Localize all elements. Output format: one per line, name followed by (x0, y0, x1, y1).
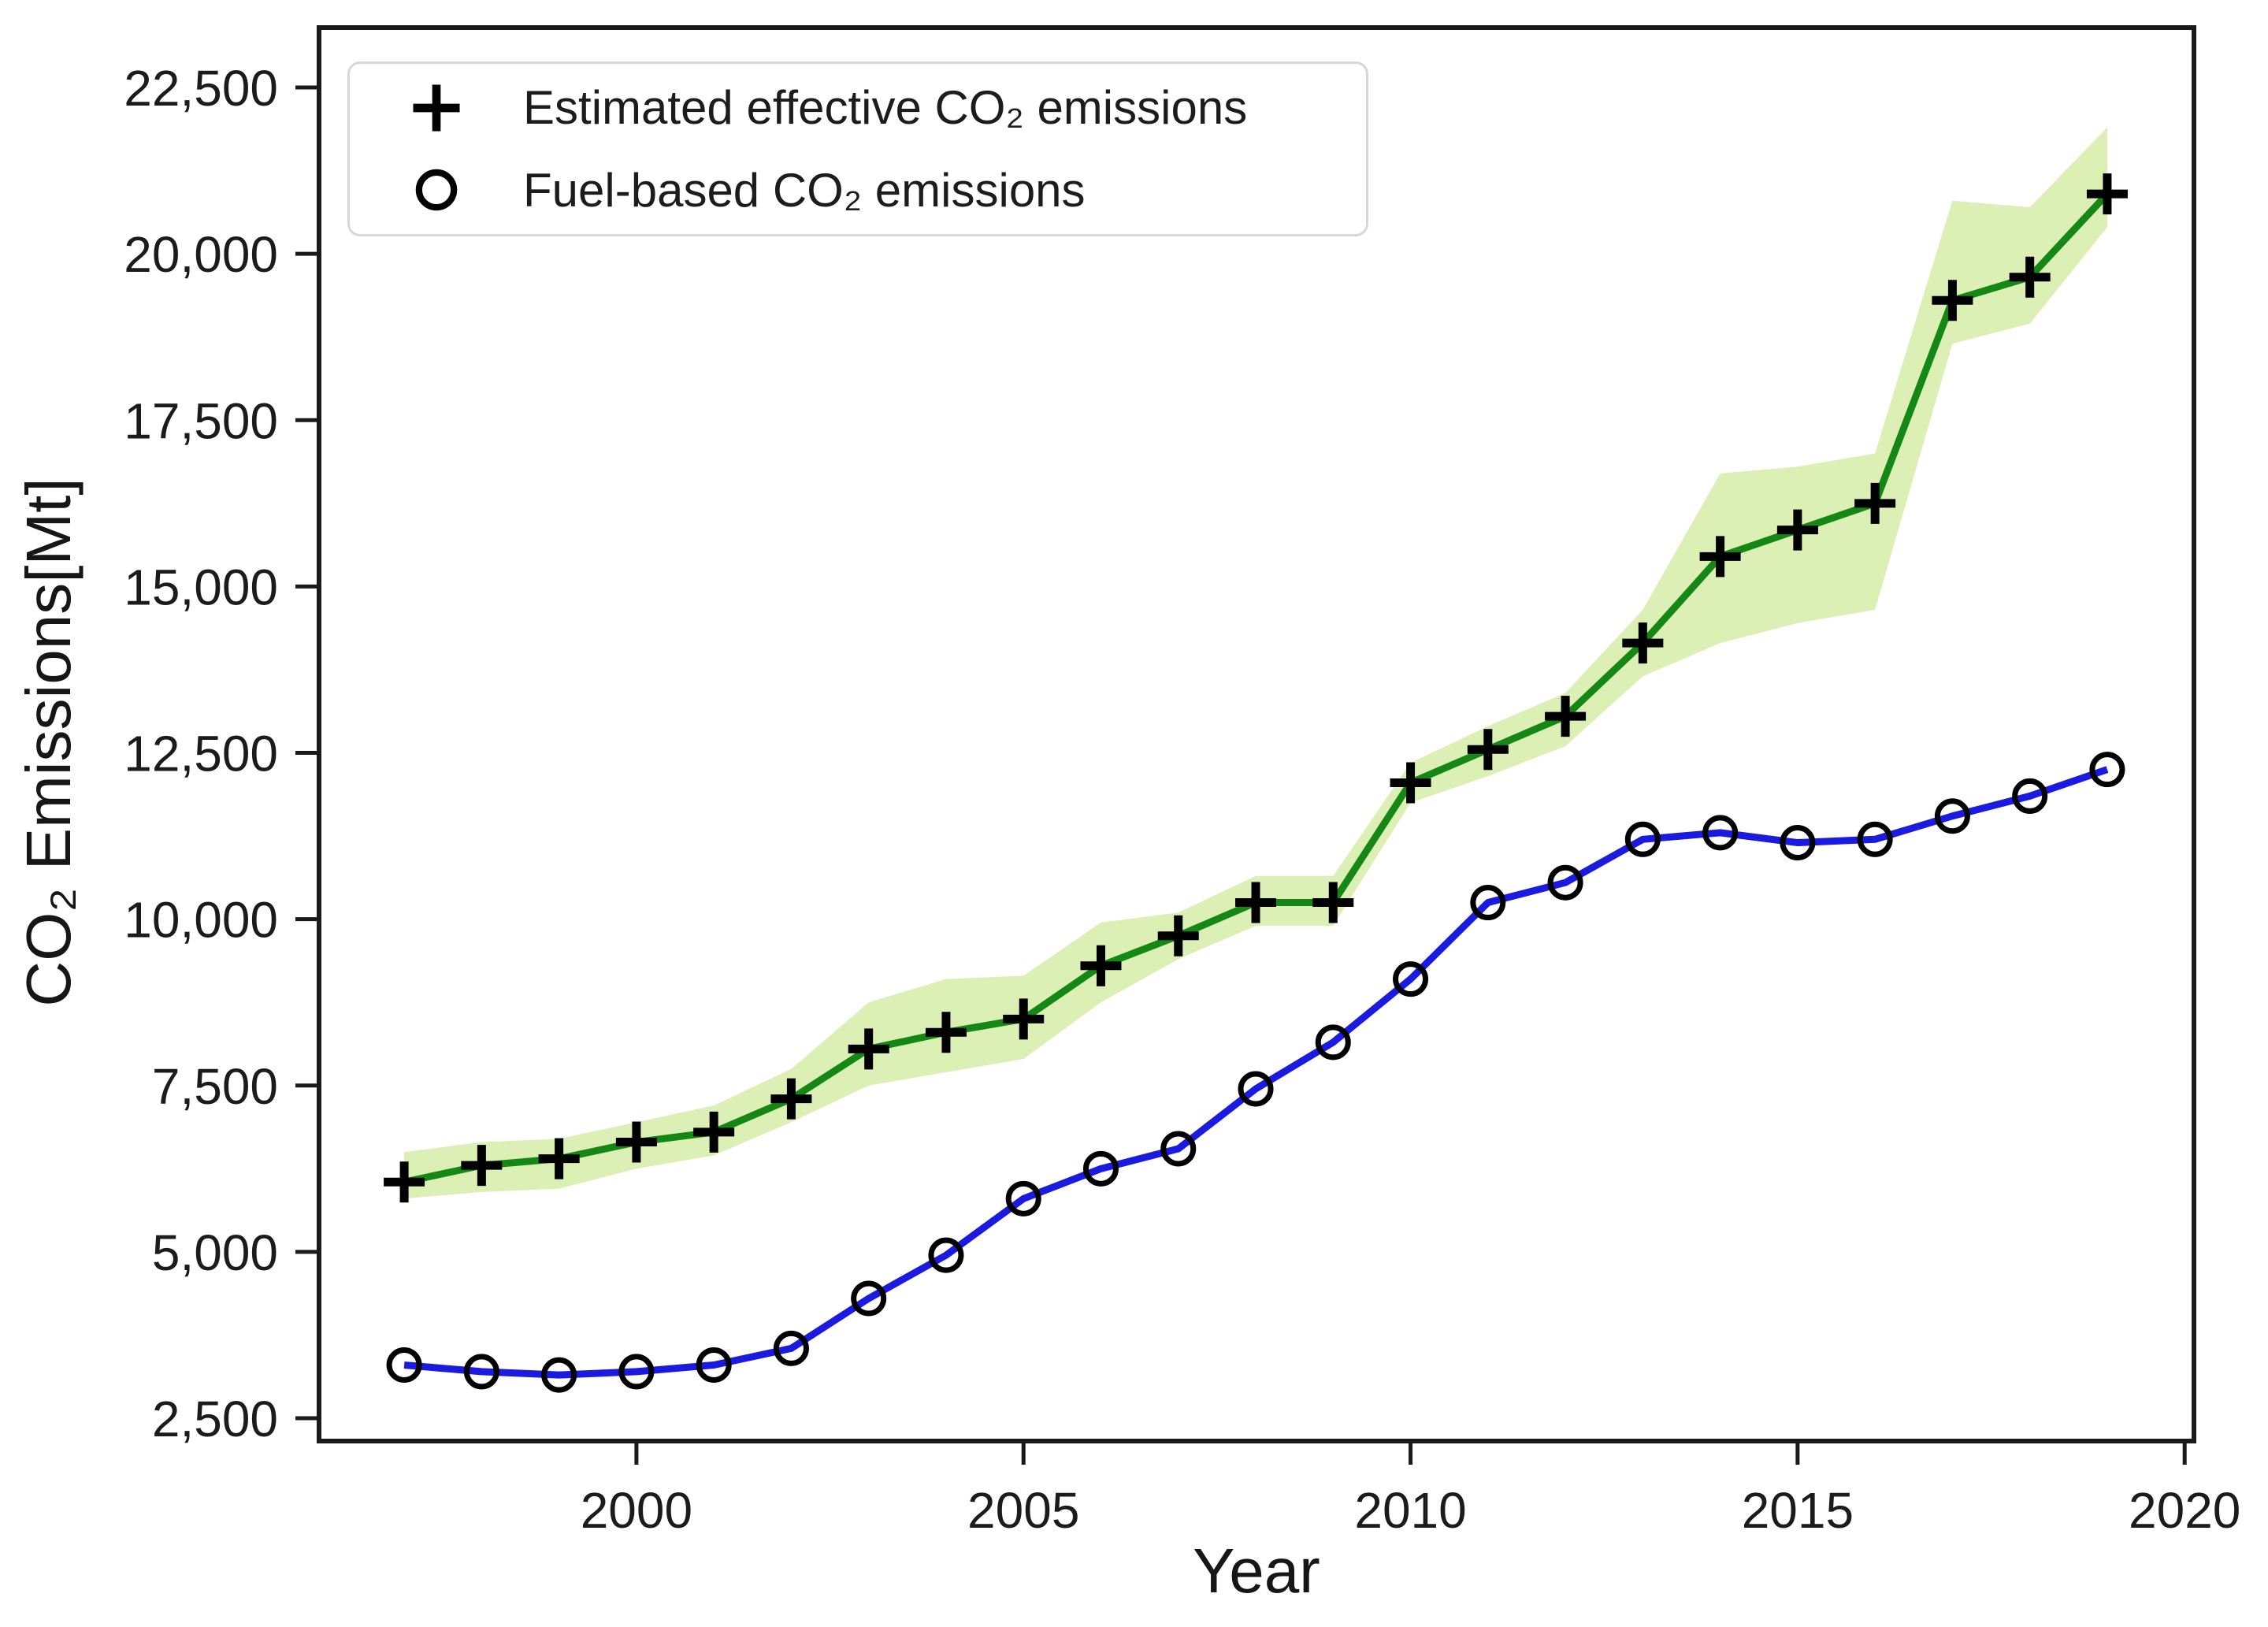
x-tick-label: 2005 (967, 1482, 1079, 1539)
y-axis-title: CO₂ Emissions[Mt] (13, 477, 84, 1007)
circle-marker (1393, 961, 1429, 997)
circle-marker (1624, 821, 1661, 857)
confidence-band (404, 127, 2107, 1199)
circle-marker-icon (350, 158, 523, 222)
circle-marker (1934, 798, 1970, 834)
circle-marker (1005, 1180, 1041, 1217)
x-axis-title: Year (1193, 1536, 1320, 1606)
circle-marker (1082, 1150, 1119, 1187)
y-tick-label: 20,000 (124, 226, 278, 283)
circle-marker (1857, 821, 1893, 857)
circle-marker (1470, 885, 1506, 921)
circle-marker (851, 1280, 887, 1317)
circle-marker (463, 1354, 499, 1390)
x-tick-label: 2015 (1742, 1482, 1854, 1539)
y-tick-label: 17,500 (124, 392, 278, 449)
effective-emissions-line (403, 191, 2110, 1186)
circle-marker (1547, 864, 1583, 901)
circle-marker (618, 1354, 655, 1390)
plus-marker-icon (350, 76, 523, 140)
x-tick-label: 2010 (1354, 1482, 1466, 1539)
circle-marker (2012, 778, 2048, 814)
circle-marker (1238, 1071, 1274, 1107)
legend-item-fuel: Fuel-based CO₂ emissions (350, 151, 1366, 228)
circle-marker (773, 1330, 809, 1366)
y-tick-label: 5,000 (152, 1224, 278, 1281)
plot-border (317, 25, 2196, 1443)
x-tick-label: 2000 (581, 1482, 692, 1539)
y-tick-label: 2,500 (152, 1391, 278, 1447)
circle-marker (696, 1347, 732, 1383)
circle-marker (1160, 1131, 1197, 1167)
circle-marker (541, 1357, 577, 1393)
circle-marker (386, 1347, 422, 1383)
legend-item-effective: Estimated effective CO₂ emissions (350, 69, 1366, 147)
x-tick-label: 2020 (2129, 1482, 2240, 1539)
y-tick-label: 12,500 (124, 726, 278, 782)
circle-marker (1315, 1024, 1351, 1061)
circle-marker (2089, 752, 2125, 788)
circle-marker (928, 1237, 964, 1273)
y-tick-label: 15,000 (124, 559, 278, 615)
y-tick-label: 22,500 (124, 60, 278, 117)
y-tick-label: 10,000 (124, 892, 278, 949)
legend: Estimated effective CO₂ emissions Fuel-b… (347, 61, 1368, 236)
circle-marker (1702, 815, 1739, 851)
circle-marker (1780, 825, 1816, 861)
legend-label-fuel: Fuel-based CO₂ emissions (523, 163, 1086, 217)
y-tick-label: 7,500 (152, 1058, 278, 1115)
fuel-emissions-line (403, 766, 2109, 1379)
legend-label-effective: Estimated effective CO₂ emissions (523, 81, 1248, 135)
